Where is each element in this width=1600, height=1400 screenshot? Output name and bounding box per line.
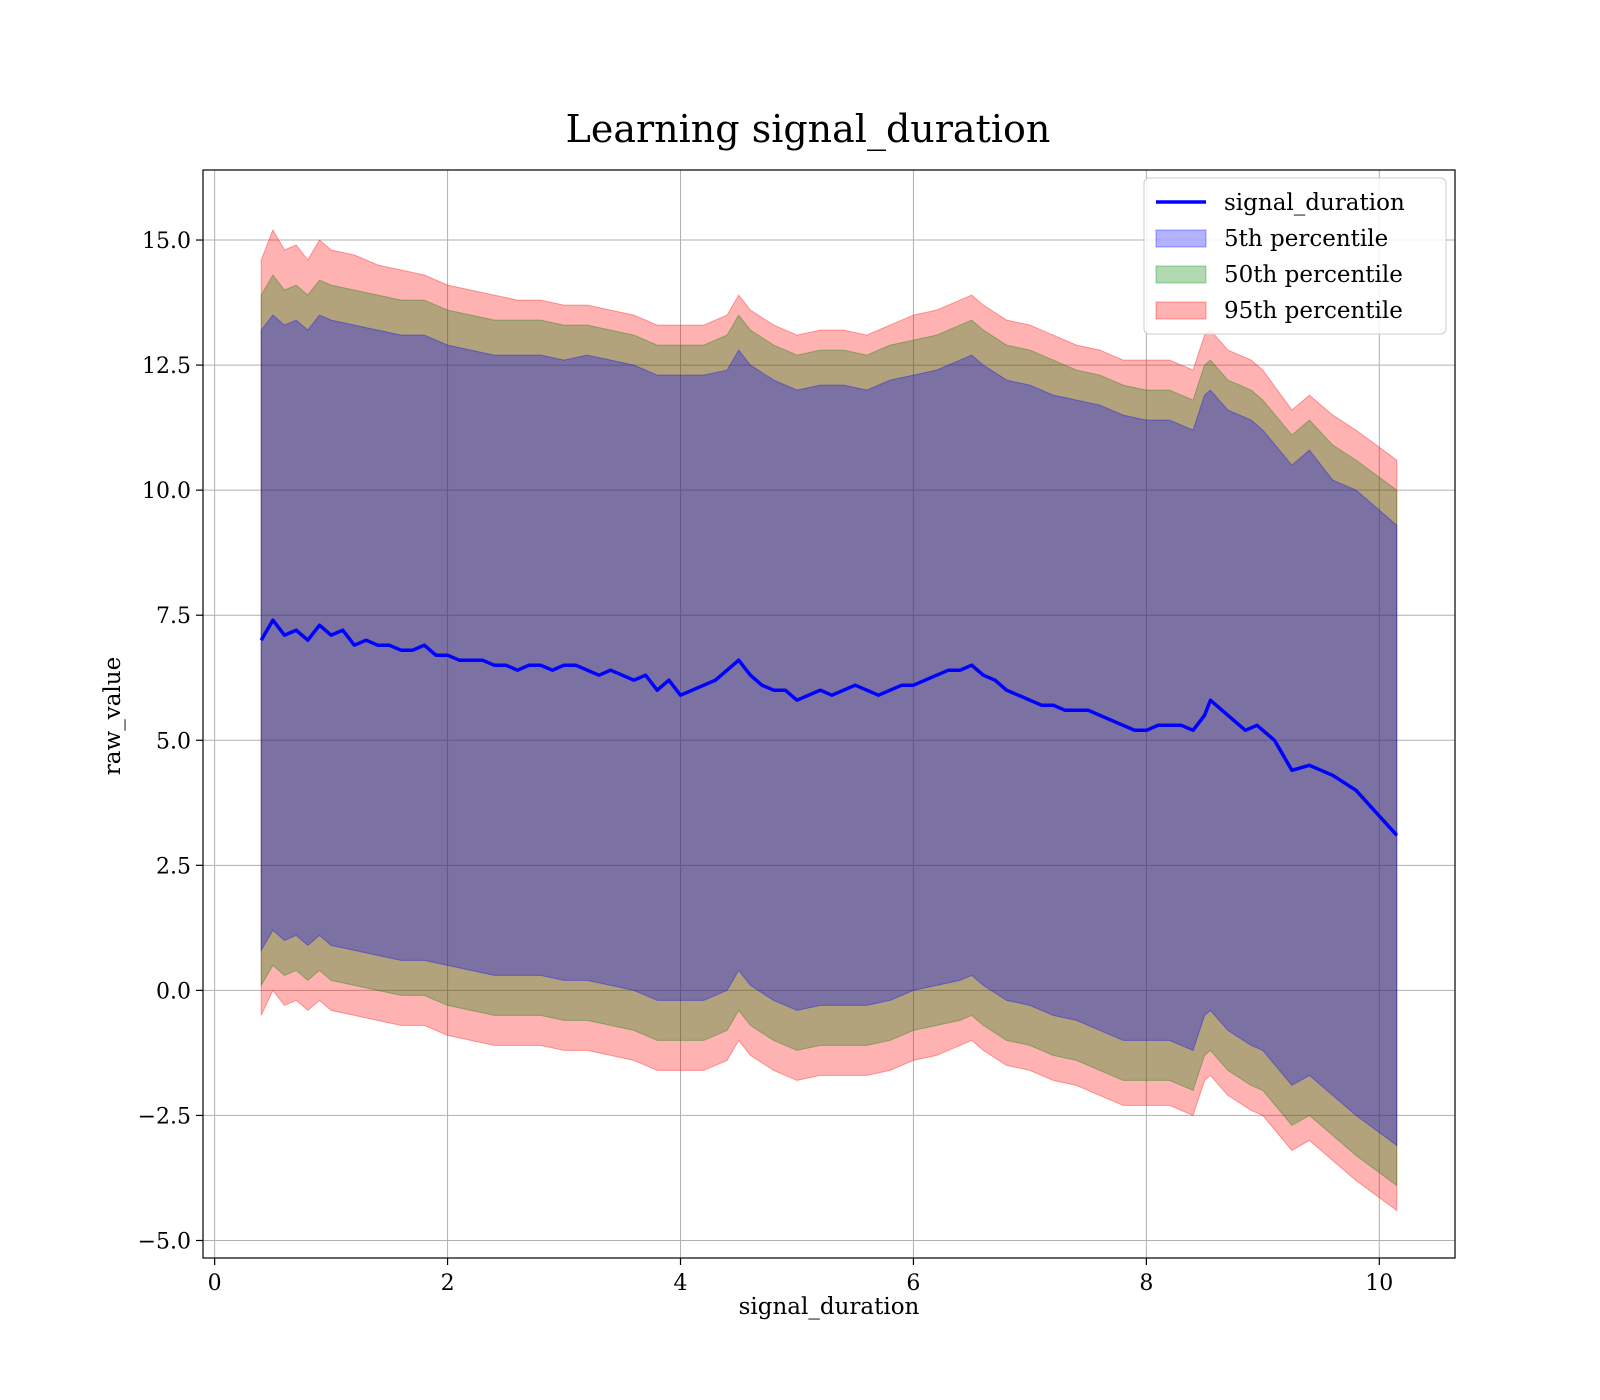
legend-swatch [1155, 265, 1207, 284]
y-tick-label: −5.0 [138, 1229, 191, 1254]
grid [203, 170, 1455, 1258]
chart-title: Learning signal_duration [566, 107, 1051, 152]
series-lines [259, 618, 1399, 837]
y-tick-label: 2.5 [156, 854, 191, 879]
y-tick-label: −2.5 [138, 1104, 191, 1129]
percentile-bands [260, 228, 1398, 1212]
plot-frame [202, 169, 1456, 1259]
y-ticks: −5.0 −2.5 0.0 2.5 5.0 7.5 10.0 12.5 15.0 [138, 229, 203, 1254]
x-tick-label: 6 [906, 1271, 920, 1296]
y-tick-label: 15.0 [142, 229, 191, 254]
x-tick-label: 8 [1139, 1271, 1153, 1296]
band-5th-percentile [260, 314, 1398, 1147]
y-tick-label: 7.5 [156, 604, 191, 629]
x-ticks: 0 2 4 6 8 10 [208, 1258, 1393, 1296]
series-line-signal-duration [259, 618, 1399, 837]
x-axis-label: signal_duration [739, 1294, 920, 1320]
legend-swatch [1155, 301, 1207, 320]
y-tick-label: 12.5 [142, 354, 191, 379]
y-tick-label: 10.0 [142, 479, 191, 504]
band-95th-percentile [260, 228, 1398, 1212]
legend-label: signal_duration [1224, 190, 1405, 216]
y-tick-label: 5.0 [156, 729, 191, 754]
band-50th-percentile [260, 274, 1398, 1187]
x-tick-label: 0 [208, 1271, 222, 1296]
y-tick-label: 0.0 [156, 979, 191, 1004]
legend-box [1143, 177, 1447, 335]
legend-label: 95th percentile [1224, 298, 1403, 324]
legend: signal_duration 5th percentile 50th percen… [1143, 177, 1447, 335]
x-tick-label: 2 [441, 1271, 455, 1296]
legend-label: 50th percentile [1224, 262, 1403, 288]
x-tick-label: 10 [1365, 1271, 1393, 1296]
y-axis-label: raw_value [100, 657, 126, 775]
legend-swatch [1155, 229, 1207, 248]
legend-label: 5th percentile [1224, 226, 1388, 252]
x-tick-label: 4 [674, 1271, 688, 1296]
